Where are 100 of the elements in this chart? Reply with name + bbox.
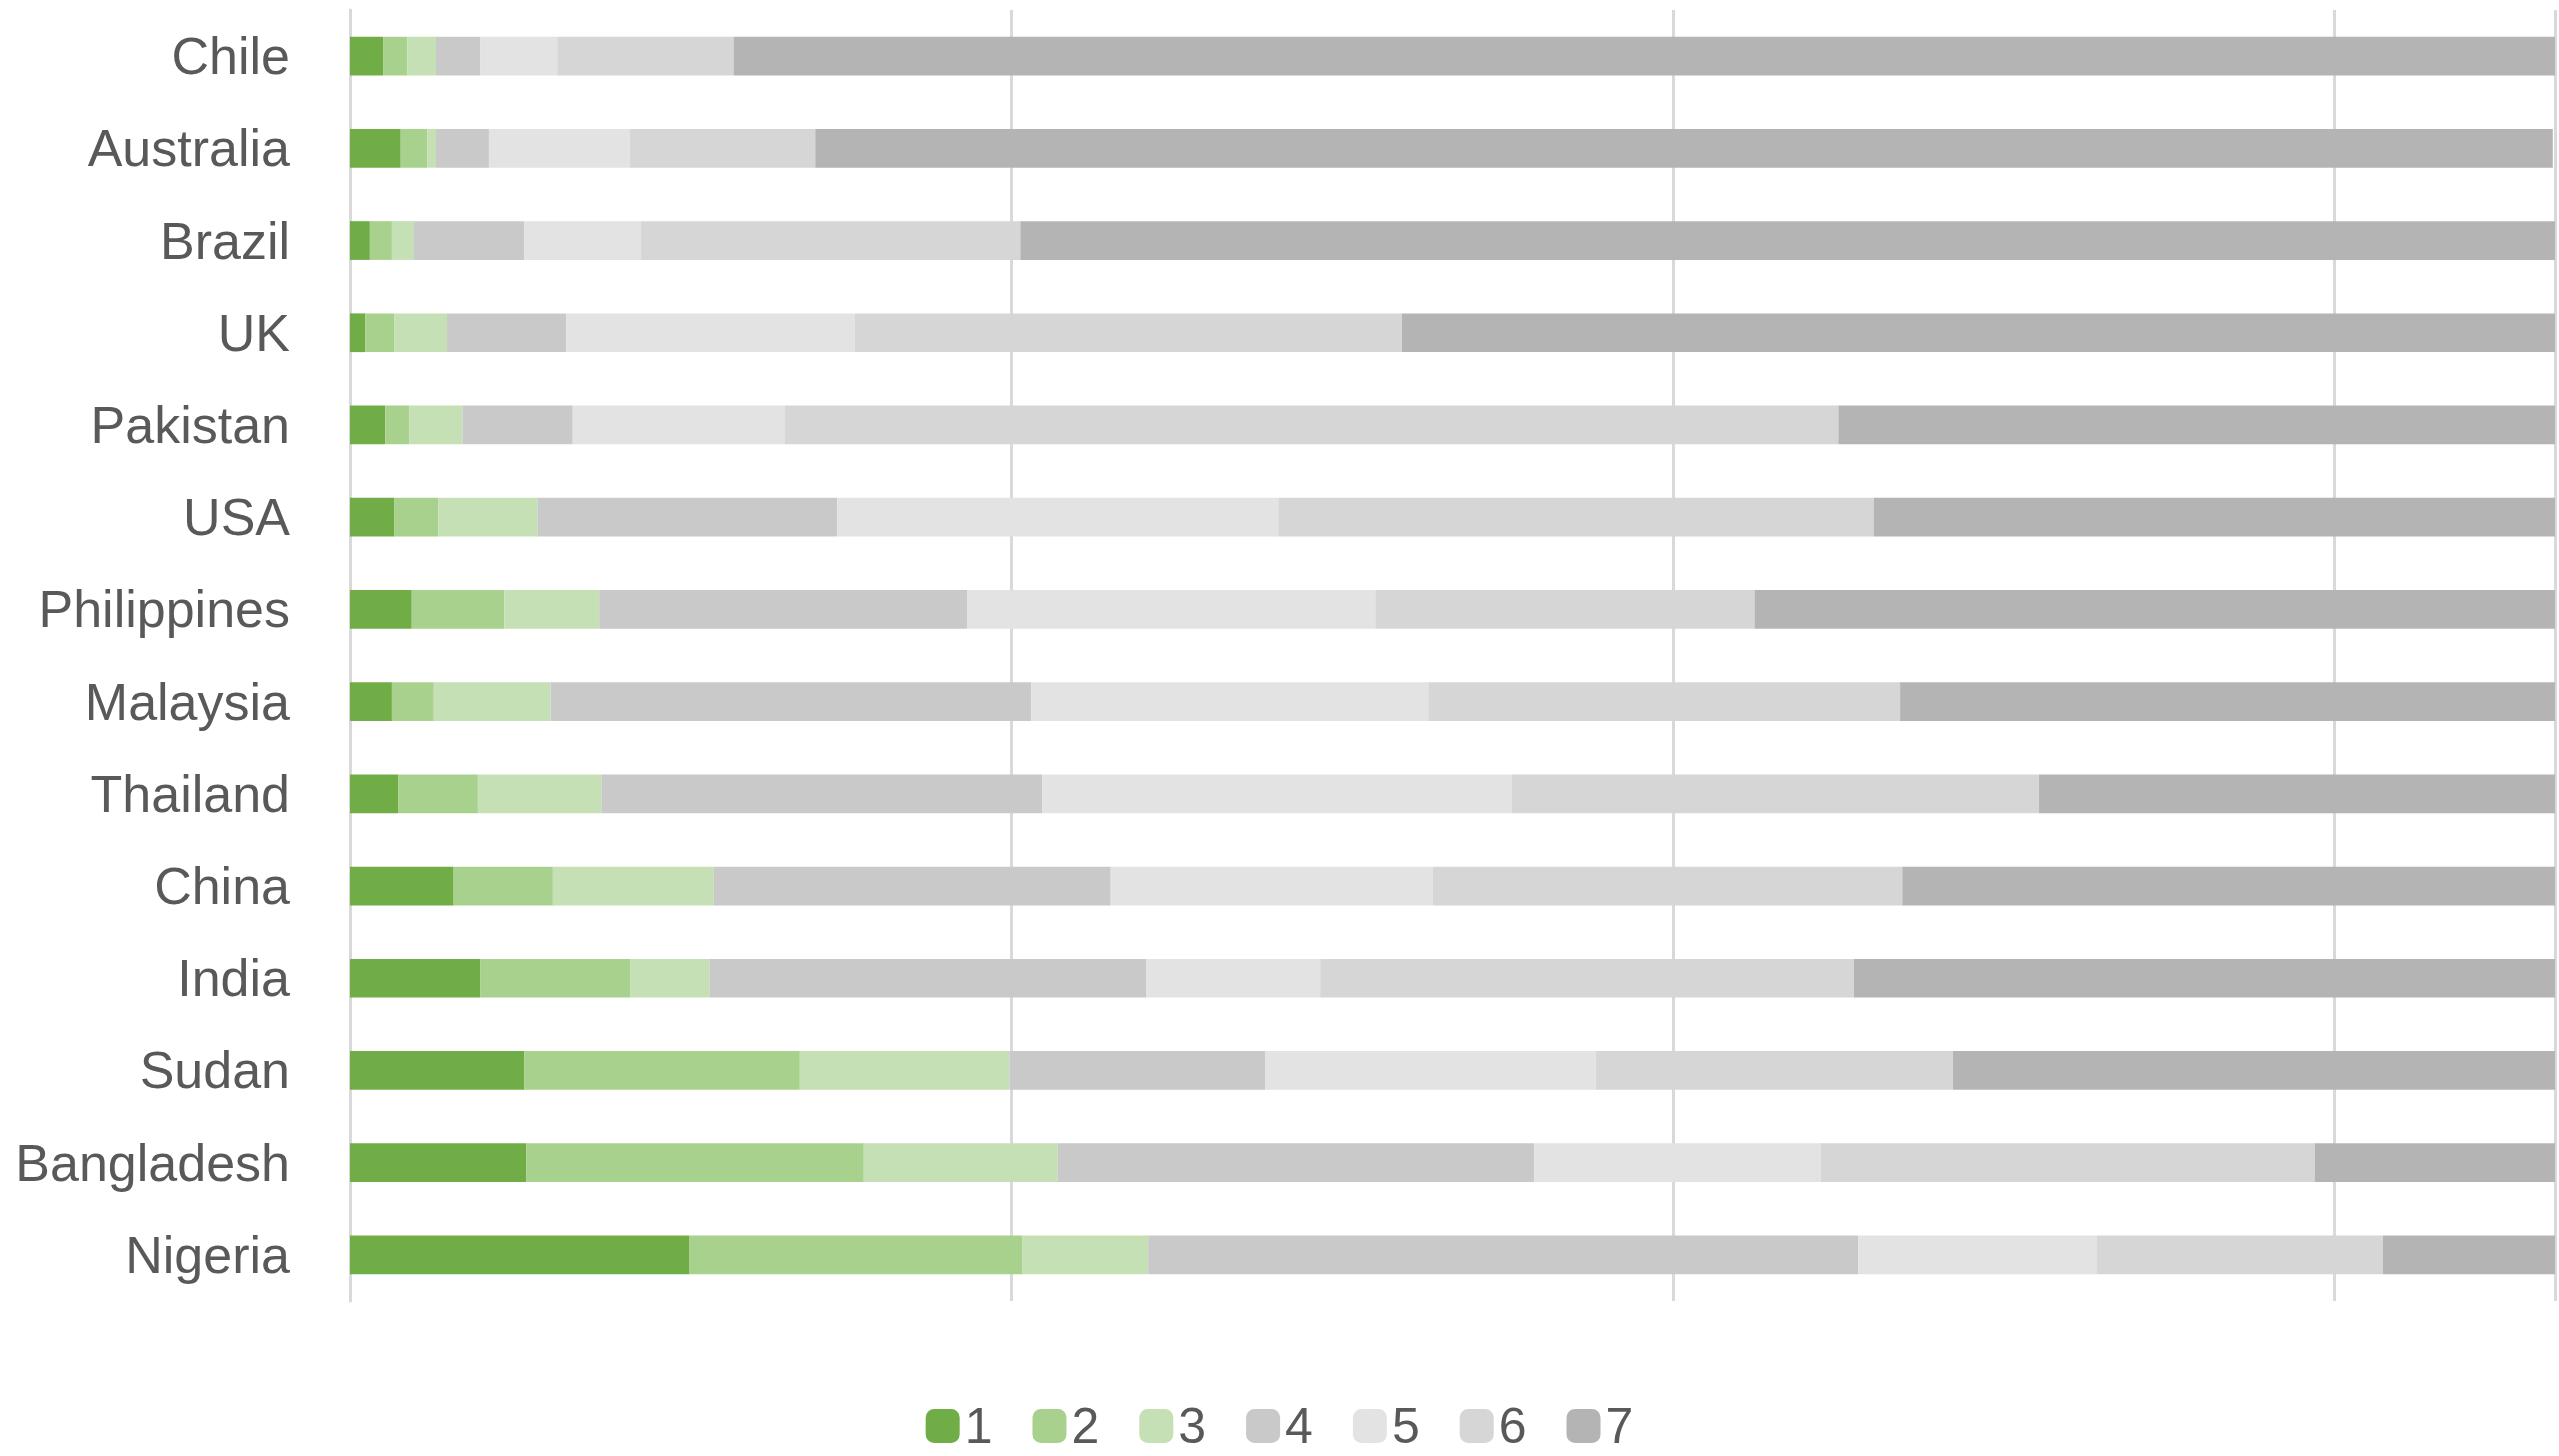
y-tick-label: UK — [217, 303, 291, 362]
bar — [572, 405, 785, 445]
bar — [447, 313, 567, 353]
bar — [427, 128, 436, 168]
bar — [350, 1051, 525, 1090]
bar — [1265, 1051, 1596, 1090]
bar — [407, 36, 436, 76]
bar — [394, 497, 439, 537]
bar — [733, 36, 2555, 76]
bar — [436, 128, 489, 168]
bar — [350, 405, 386, 445]
bar — [350, 958, 481, 998]
bar — [400, 128, 428, 168]
bar — [350, 1235, 690, 1275]
bar — [1902, 866, 2555, 906]
y-tick-label: Chile — [171, 27, 290, 86]
bar — [1953, 1051, 2555, 1090]
y-tick-label: Philippines — [38, 580, 290, 639]
y-tick-label: Sudan — [139, 1041, 290, 1100]
bar — [391, 682, 434, 721]
bar — [1031, 682, 1429, 721]
bar — [1110, 866, 1433, 906]
bar — [630, 958, 710, 998]
bar — [1009, 1051, 1266, 1090]
y-tick-label: USA — [183, 488, 291, 547]
bar — [1146, 958, 1321, 998]
bar — [436, 36, 481, 76]
bar — [350, 1143, 527, 1183]
bar — [365, 313, 395, 353]
y-tick-label: China — [154, 857, 291, 916]
legend-label: 3 — [1178, 1398, 1207, 1454]
bar — [1057, 1143, 1535, 1183]
bar — [552, 866, 714, 906]
bar — [350, 682, 392, 721]
y-tick-label: Australia — [87, 119, 291, 178]
y-tick-label: Malaysia — [84, 672, 291, 731]
bar — [524, 1051, 800, 1090]
bar — [480, 958, 631, 998]
bar — [2314, 1143, 2555, 1183]
bar — [350, 36, 384, 76]
bar — [550, 682, 1032, 721]
bar — [799, 1051, 1010, 1090]
bar — [713, 866, 1111, 906]
bar — [488, 128, 631, 168]
bar — [350, 774, 399, 814]
bar — [504, 590, 600, 629]
bar — [1020, 221, 2555, 260]
bar — [409, 405, 463, 445]
bar — [1873, 497, 2555, 537]
y-tick-label: Pakistan — [90, 395, 290, 454]
legend-label: 5 — [1391, 1398, 1420, 1454]
bar — [350, 128, 401, 168]
y-tick-label: Nigeria — [125, 1225, 291, 1284]
bar — [526, 1143, 864, 1183]
bar — [438, 497, 538, 537]
legend-label: 1 — [964, 1398, 993, 1454]
bar — [1838, 405, 2555, 445]
bar — [709, 958, 1146, 998]
bar — [394, 313, 448, 353]
bar — [630, 128, 816, 168]
bar — [689, 1235, 1023, 1275]
bar — [350, 221, 370, 260]
bar — [537, 497, 838, 537]
bar — [433, 682, 551, 721]
bar — [1858, 1235, 2097, 1275]
bar — [2039, 774, 2555, 814]
bar — [383, 36, 408, 76]
bar — [453, 866, 553, 906]
bar — [2383, 1235, 2555, 1275]
bar — [398, 774, 478, 814]
y-tick-label: Thailand — [90, 764, 290, 823]
bar — [1820, 1143, 2315, 1183]
bar — [462, 405, 573, 445]
bar — [480, 36, 558, 76]
legend-label: 4 — [1285, 1398, 1313, 1454]
legend-label: 7 — [1605, 1398, 1634, 1454]
bar — [557, 36, 734, 76]
bar — [411, 590, 505, 629]
bar — [1042, 774, 1513, 814]
bar — [350, 497, 395, 537]
bar — [601, 774, 1043, 814]
y-tick-label: Bangladesh — [15, 1133, 290, 1192]
bar — [1853, 958, 2555, 998]
legend-label: 6 — [1498, 1398, 1527, 1454]
bar — [863, 1143, 1058, 1183]
legend-label: 2 — [1071, 1398, 1100, 1454]
bar — [524, 221, 642, 260]
bar — [1401, 313, 2555, 353]
bar — [1900, 682, 2555, 721]
bar — [391, 221, 414, 260]
bar — [1022, 1235, 1149, 1275]
y-tick-label: India — [177, 949, 291, 1008]
bar — [477, 774, 602, 814]
bar — [566, 313, 855, 353]
bar — [1148, 1235, 1859, 1275]
bar — [1754, 590, 2555, 629]
bar — [815, 128, 2553, 168]
bar — [385, 405, 410, 445]
bar — [350, 866, 454, 906]
bar — [599, 590, 968, 629]
